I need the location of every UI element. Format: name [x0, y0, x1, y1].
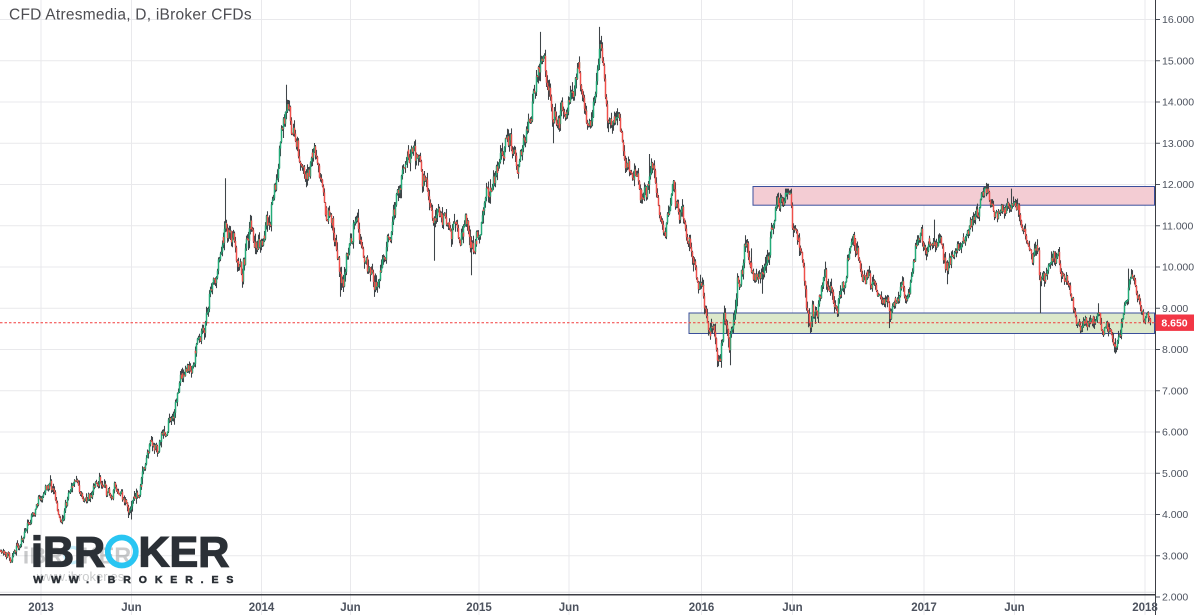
svg-text:Jun: Jun: [340, 602, 360, 614]
svg-text:2.000: 2.000: [1162, 592, 1188, 604]
svg-text:16.000: 16.000: [1162, 14, 1194, 26]
svg-text:iBR: iBR: [23, 542, 64, 568]
svg-text:2015: 2015: [466, 602, 492, 614]
svg-text:Jun: Jun: [1004, 602, 1024, 614]
svg-text:14.000: 14.000: [1162, 97, 1194, 109]
svg-text:12.000: 12.000: [1162, 179, 1194, 191]
svg-text:6.000: 6.000: [1162, 427, 1188, 439]
svg-text:5.000: 5.000: [1162, 468, 1188, 480]
svg-text:2017: 2017: [911, 602, 937, 614]
svg-text:KER: KER: [139, 529, 230, 577]
svg-text:2013: 2013: [28, 602, 54, 614]
svg-text:CFD Atresmedia, D, iBroker CFD: CFD Atresmedia, D, iBroker CFDs: [9, 7, 252, 24]
svg-text:11.000: 11.000: [1162, 220, 1193, 232]
svg-text:2016: 2016: [689, 602, 715, 614]
svg-text:10.000: 10.000: [1162, 262, 1194, 274]
svg-text:4.000: 4.000: [1162, 509, 1188, 521]
svg-text:Jun: Jun: [121, 602, 141, 614]
svg-text:8.000: 8.000: [1162, 344, 1188, 356]
svg-text:2014: 2014: [249, 602, 275, 614]
svg-text:WWW.IBROKER.ES: WWW.IBROKER.ES: [33, 574, 241, 586]
svg-text:8.650: 8.650: [1161, 318, 1187, 330]
svg-text:iBR: iBR: [31, 529, 105, 577]
svg-text:Jun: Jun: [559, 602, 579, 614]
svg-text:7.000: 7.000: [1162, 385, 1188, 397]
svg-text:13.000: 13.000: [1162, 138, 1194, 150]
svg-text:9.000: 9.000: [1162, 303, 1188, 315]
svg-text:3.000: 3.000: [1162, 551, 1188, 563]
svg-text:Jun: Jun: [782, 602, 802, 614]
svg-text:www.ibroker.es: www.ibroker.es: [36, 569, 125, 584]
svg-text:2018: 2018: [1132, 602, 1158, 614]
svg-text:15.000: 15.000: [1162, 56, 1194, 68]
